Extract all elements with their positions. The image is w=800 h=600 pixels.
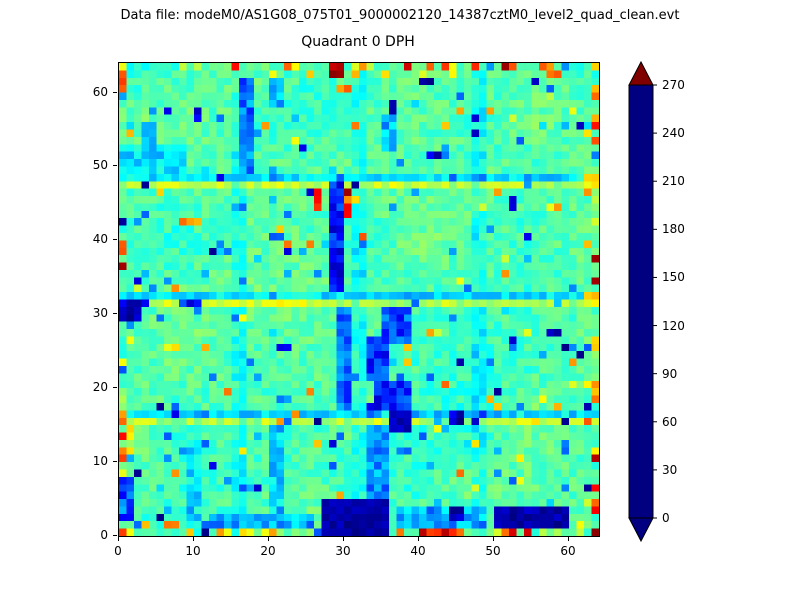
colorbar-tick-label: 90 (662, 366, 678, 381)
y-tick-label: 60 (92, 84, 108, 99)
y-tick-label: 0 (100, 528, 108, 542)
colorbar-tick-label: 270 (662, 78, 685, 92)
y-tick-mark (113, 313, 117, 315)
y-tick-label: 30 (92, 306, 108, 321)
y-tick-mark (113, 165, 117, 167)
x-tick-label: 0 (114, 544, 122, 558)
colorbar-tick-label: 150 (662, 270, 685, 285)
colorbar-gradient (628, 84, 654, 519)
x-tick-mark (343, 537, 344, 541)
y-tick-mark (113, 239, 117, 241)
x-tick-label: 10 (185, 544, 201, 558)
x-tick-label: 20 (260, 544, 276, 558)
x-tick-mark (193, 537, 194, 541)
y-tick-label: 50 (92, 158, 108, 173)
x-tick-mark (268, 537, 269, 541)
colorbar-tick-label: 180 (662, 222, 685, 237)
colorbar-tick-label: 120 (662, 318, 685, 333)
y-tick-label: 10 (92, 454, 108, 469)
colorbar-extend-max-arrow (628, 60, 654, 86)
x-tick-label: 60 (560, 544, 576, 558)
colorbar-tick-label: 30 (662, 462, 678, 477)
y-tick-label: 20 (92, 380, 108, 395)
x-tick-label: 50 (485, 544, 501, 558)
y-tick-mark (113, 387, 117, 389)
heatmap-canvas (119, 63, 599, 536)
colorbar-svg (628, 60, 657, 543)
x-tick-mark (493, 537, 494, 541)
y-tick-mark (113, 91, 117, 93)
y-tick-mark (113, 535, 117, 536)
axes-title: Quadrant 0 DPH (301, 34, 415, 50)
colorbar-tick-label: 210 (662, 174, 685, 189)
x-tick-mark (568, 537, 569, 541)
y-tick-label: 40 (92, 232, 108, 247)
colorbar-extend-min-arrow (628, 517, 654, 543)
y-tick-mark (113, 461, 117, 463)
x-tick-mark (418, 537, 419, 541)
colorbar-tick-label: 240 (662, 126, 685, 141)
x-tick-label: 30 (335, 544, 351, 558)
x-tick-label: 40 (410, 544, 426, 558)
x-tick-mark (118, 537, 119, 541)
axes-frame (118, 62, 600, 537)
colorbar-tick-label: 0 (662, 511, 670, 525)
data-file-title: Data file: modeM0/AS1G08_075T01_90000021… (120, 8, 680, 23)
colorbar (628, 60, 688, 560)
colorbar-tick-label: 60 (662, 414, 678, 429)
